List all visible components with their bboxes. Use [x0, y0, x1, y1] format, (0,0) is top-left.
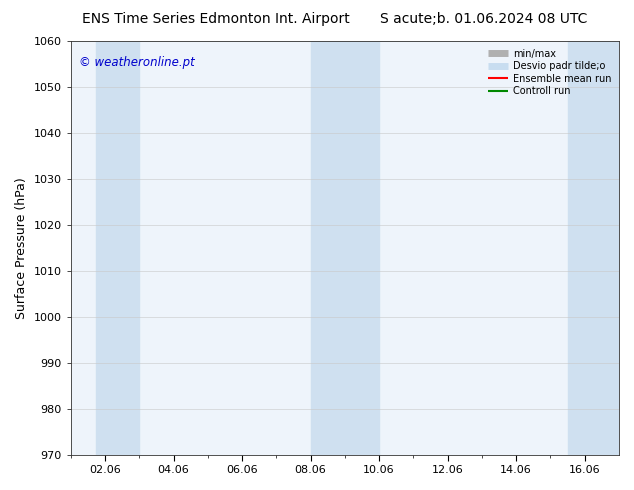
- Text: S acute;b. 01.06.2024 08 UTC: S acute;b. 01.06.2024 08 UTC: [380, 12, 588, 26]
- Text: © weatheronline.pt: © weatheronline.pt: [79, 55, 195, 69]
- Text: ENS Time Series Edmonton Int. Airport: ENS Time Series Edmonton Int. Airport: [82, 12, 350, 26]
- Bar: [96, 41, 139, 455]
- Bar: [311, 41, 379, 455]
- Bar: [567, 41, 619, 455]
- Legend: min/max, Desvio padr tilde;o, Ensemble mean run, Controll run: min/max, Desvio padr tilde;o, Ensemble m…: [486, 46, 614, 99]
- Y-axis label: Surface Pressure (hPa): Surface Pressure (hPa): [15, 177, 28, 318]
